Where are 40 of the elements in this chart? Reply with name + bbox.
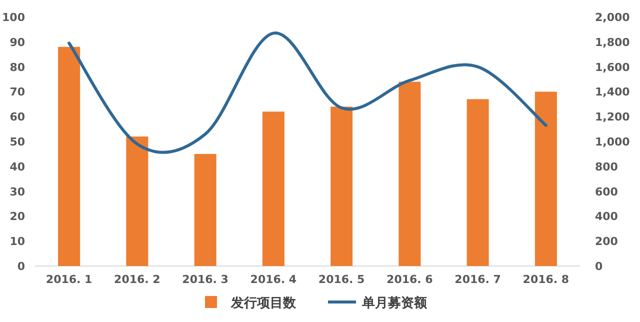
y2tick: 400 [595,210,618,224]
ytick: 90 [10,36,25,49]
bar [534,92,557,266]
bar [262,112,284,266]
ytick: 0 [17,260,25,273]
bar [398,82,421,266]
xtick: 2016. 5 [318,273,365,286]
bar [466,99,489,266]
bar [330,106,353,266]
y2tick: 1,400 [595,86,630,99]
xtick: 2016. 2 [114,273,160,286]
ytick: 80 [10,60,25,74]
xtick: 2016. 1 [46,273,92,286]
ytick: 100 [2,11,25,24]
ytick: 30 [10,185,25,198]
ytick: 20 [10,210,25,224]
bar [126,136,148,266]
xtick: 2016. 8 [522,273,570,286]
y2tick: 1,600 [595,60,630,74]
y2tick: 2,000 [595,11,630,24]
bar [58,46,80,266]
y2tick: 1,200 [595,110,630,124]
xtick: 2016. 3 [182,273,228,286]
xtick: 2016. 4 [250,273,297,286]
ytick: 40 [10,160,25,174]
y2tick: 1,000 [595,136,630,148]
legend-label: 发行项目数 [231,296,296,311]
xtick: 2016. 6 [386,273,433,286]
y2tick: 200 [595,235,618,248]
y2tick: 0 [595,260,603,273]
ytick: 50 [10,136,25,148]
y2tick: 800 [595,160,618,174]
xtick: 2016. 7 [454,273,501,286]
y2tick: 600 [595,185,618,198]
ytick: 70 [10,86,25,99]
ytick: 60 [10,110,25,124]
bar [194,154,216,266]
y2tick: 1,800 [595,36,630,49]
legend-label: 单月募资额 [362,296,427,311]
ytick: 10 [10,235,25,248]
